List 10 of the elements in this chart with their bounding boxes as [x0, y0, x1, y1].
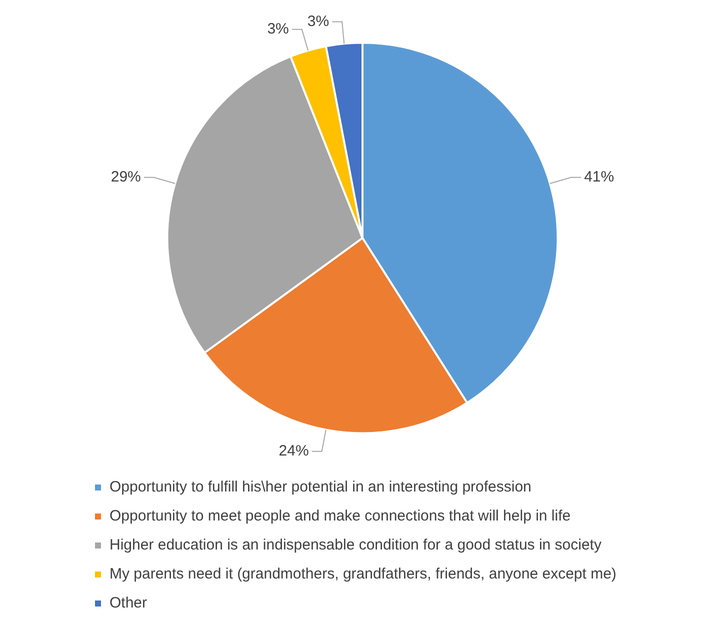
data-label: 29%	[110, 168, 141, 186]
legend-label: Opportunity to fulfill his\her potential in an interesting profession	[110, 478, 532, 496]
legend-label: My parents need it (grandmothers, grandfathers, friends, anyone except me)	[110, 566, 616, 583]
data-label: 3%	[307, 12, 330, 30]
legend-label: Opportunity to meet people and make connections that will help in life	[110, 508, 571, 525]
data-label: 3%	[267, 20, 289, 38]
legend-label: Other	[110, 594, 148, 612]
data-label: 41%	[584, 168, 614, 186]
data-label: 24%	[278, 442, 309, 460]
legend-label: Higher education is an indispensable condition for a good status in society	[110, 536, 602, 554]
